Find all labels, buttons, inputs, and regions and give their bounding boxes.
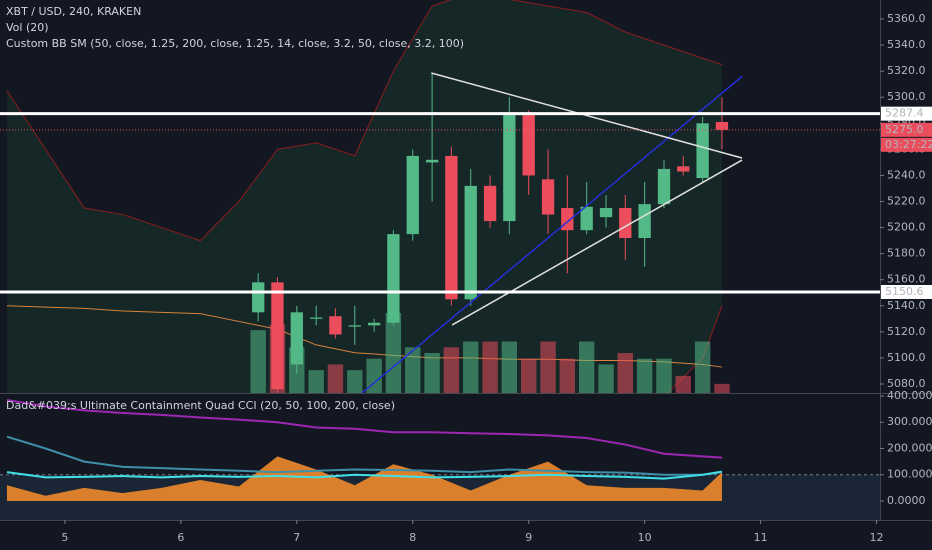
volume-bar — [501, 341, 518, 393]
x-tick-label: 8 — [409, 531, 416, 544]
cci-line — [6, 470, 723, 480]
candle-body — [503, 114, 516, 222]
candle-body — [483, 185, 497, 222]
level-label: 5287.4 — [885, 107, 924, 120]
last-price-label: 5275.0 — [885, 123, 924, 136]
level-label-box — [881, 106, 932, 121]
volume-bar — [598, 364, 614, 393]
y-tick-label: 5160.0 — [887, 273, 926, 286]
candle-body — [715, 122, 729, 130]
cci-line — [6, 435, 723, 476]
candle-body — [367, 322, 381, 326]
volume-bar — [443, 347, 460, 393]
cci-y-tick-label: 100.0000 — [887, 468, 932, 481]
volume-bar — [308, 370, 324, 393]
y-tick-label: 5080.0 — [887, 377, 926, 390]
cci-y-tick-label: 300.0000 — [887, 415, 932, 428]
x-tick-label: 10 — [638, 531, 652, 544]
volume-bar — [482, 341, 498, 393]
countdown: 03:27:22 — [885, 138, 932, 151]
candle-body — [310, 317, 323, 319]
candle-body — [619, 208, 632, 239]
cci-title: Dad&#039;s Ultimate Containment Quad CCI… — [6, 399, 395, 412]
candle-body — [464, 185, 477, 300]
cci-y-tick-label: 400.0000 — [887, 389, 932, 402]
x-tick-label: 6 — [177, 531, 184, 544]
candle-body — [445, 155, 458, 300]
volume-bar — [424, 353, 440, 393]
volume-bar — [656, 358, 672, 393]
level-label-box — [881, 284, 932, 299]
y-tick-label: 5180.0 — [887, 247, 926, 260]
x-tick-label: 9 — [525, 531, 532, 544]
candle-body — [599, 208, 613, 218]
x-tick-label: 12 — [870, 531, 884, 544]
trendline — [451, 159, 743, 326]
cci-line — [6, 398, 723, 459]
candle-body — [406, 155, 419, 235]
volume-bar — [559, 358, 576, 393]
cci-y-tick-label: 0.0000 — [887, 494, 926, 507]
cci-y-tick-label: 200.0000 — [887, 441, 932, 454]
candle-body — [348, 325, 361, 327]
trendline — [361, 75, 743, 393]
band-fill — [6, 0, 722, 393]
candle-body — [290, 312, 303, 365]
last-price-label-box — [881, 122, 932, 137]
y-tick-label: 5100.0 — [887, 351, 926, 364]
trendline — [431, 72, 743, 159]
volume-bar — [694, 341, 711, 393]
volume-bar — [327, 364, 344, 393]
candle-body — [271, 282, 284, 390]
candle-body — [522, 114, 535, 176]
y-tick-label: 5220.0 — [887, 195, 926, 208]
candle-body — [387, 234, 400, 323]
candle-body — [580, 206, 593, 231]
candle-body — [329, 316, 342, 335]
volume-bar — [714, 383, 730, 393]
y-tick-label: 5240.0 — [887, 168, 926, 181]
volume-bar — [463, 341, 479, 393]
candle-body — [638, 204, 651, 239]
volume-bar — [405, 347, 421, 393]
candle-body — [677, 166, 690, 172]
volume-bar — [540, 341, 556, 393]
candle-body — [696, 123, 709, 179]
y-tick-label: 5360.0 — [887, 12, 926, 25]
volume-bar — [636, 358, 653, 393]
volume-bar — [366, 358, 382, 393]
x-tick-label: 7 — [293, 531, 300, 544]
labels: XBT / USD, 240, KRAKEN Vol (20) Custom B… — [6, 5, 932, 412]
volume-bar — [675, 375, 691, 393]
candle-body — [541, 179, 555, 215]
x-tick-label: 5 — [61, 531, 68, 544]
y-tick-label: 5340.0 — [887, 38, 926, 51]
volume-bar — [578, 341, 595, 393]
y-tick-label: 5120.0 — [887, 325, 926, 338]
y-tick-label: 5320.0 — [887, 64, 926, 77]
y-tick-label: 5200.0 — [887, 221, 926, 234]
indicator-legend: Custom BB SM (50, close, 1.25, 200, clos… — [6, 37, 464, 50]
volume-bar — [520, 358, 537, 393]
countdown-box — [881, 137, 932, 152]
x-tick-label: 11 — [754, 531, 768, 544]
symbol-title: XBT / USD, 240, KRAKEN — [6, 5, 141, 18]
y-tick-label: 5140.0 — [887, 299, 926, 312]
volume-bar — [347, 370, 363, 393]
cci-pane — [0, 398, 880, 520]
volume-bar — [385, 313, 402, 393]
candle-body — [252, 282, 265, 313]
y-tick-label: 5300.0 — [887, 90, 926, 103]
price-pane — [0, 0, 880, 393]
volume-bar — [250, 330, 266, 393]
indicator-legend: Vol (20) — [6, 21, 49, 34]
level-label: 5150.6 — [885, 285, 924, 298]
candle-body — [657, 168, 671, 205]
volume-bar — [617, 353, 633, 393]
cci-area — [6, 456, 722, 501]
candle-body — [425, 159, 439, 163]
